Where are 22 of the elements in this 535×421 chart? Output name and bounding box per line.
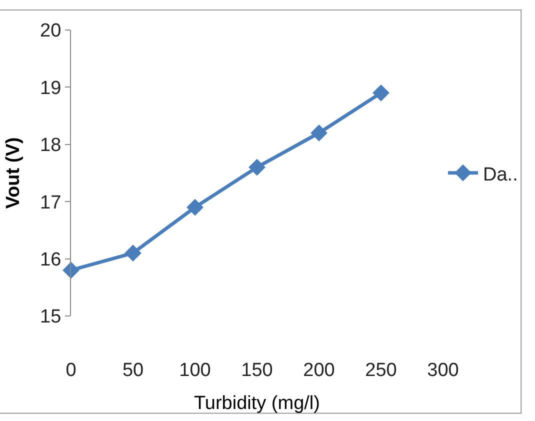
x-tick-label: 300 <box>427 360 459 381</box>
legend-label: Da.. <box>483 164 518 186</box>
y-tick-label: 18 <box>40 135 62 156</box>
y-tick-label: 15 <box>40 306 62 328</box>
y-tick-label: 17 <box>40 192 62 214</box>
point <box>62 262 80 279</box>
x-tick-label: 250 <box>365 360 397 381</box>
x-axis-title: Turbidity (mg/l) <box>194 392 320 414</box>
y-tick-label: 19 <box>40 78 62 99</box>
point <box>310 124 328 142</box>
point <box>248 158 266 176</box>
x-tick-label: 100 <box>179 360 211 381</box>
y-axis-title: Vout (V) <box>2 137 24 209</box>
y-tick-label: 20 <box>40 20 62 42</box>
point <box>372 84 390 102</box>
point <box>124 244 142 262</box>
y-tick-label: 16 <box>40 249 62 270</box>
x-tick-label: 150 <box>241 360 273 381</box>
x-tick-label: 200 <box>303 360 335 381</box>
x-tick-label: 50 <box>122 360 144 381</box>
x-tick-label: 0 <box>66 360 76 381</box>
point <box>186 198 204 216</box>
